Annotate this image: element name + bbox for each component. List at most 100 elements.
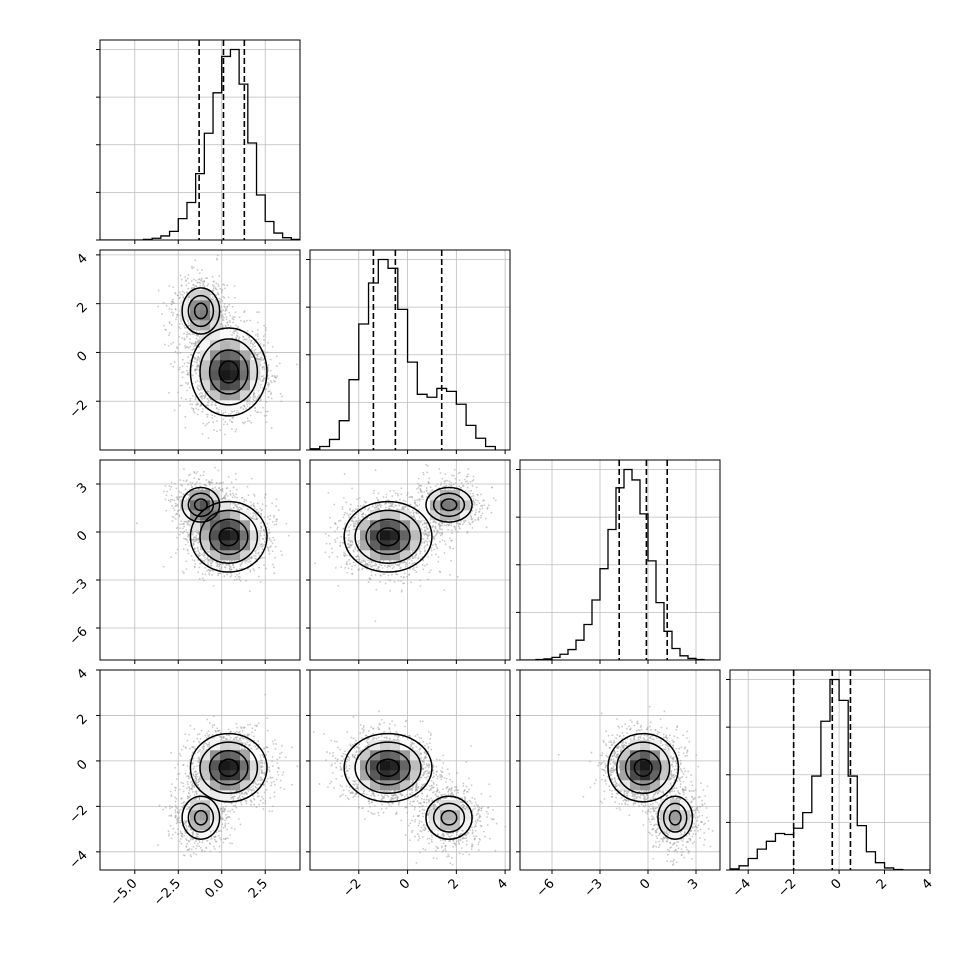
sample-point: [195, 534, 198, 537]
sample-point: [248, 420, 251, 422]
sample-point: [253, 397, 256, 399]
sample-point: [250, 556, 253, 559]
sample-point: [264, 540, 266, 543]
sample-point: [256, 358, 259, 361]
sample-point: [168, 321, 171, 323]
sample-point: [254, 353, 256, 356]
sample-point: [274, 545, 277, 548]
sample-point: [179, 293, 182, 296]
sample-point: [275, 520, 278, 523]
sample-point: [177, 314, 180, 317]
sample-point: [250, 348, 253, 350]
sample-point: [253, 569, 256, 572]
sample-point: [198, 577, 201, 580]
sample-point: [264, 556, 266, 559]
sample-point: [193, 477, 196, 480]
density-cell: [230, 370, 241, 381]
scatter-panel-2-0: −6−303: [67, 459, 301, 664]
sample-point: [202, 474, 205, 477]
sample-point: [243, 310, 246, 313]
sample-point: [192, 533, 194, 536]
sample-point: [225, 492, 228, 495]
sample-point: [220, 291, 223, 294]
sample-point: [192, 410, 195, 412]
sample-point: [168, 285, 171, 287]
sample-point: [249, 569, 252, 572]
sample-point: [183, 332, 185, 335]
sample-point: [157, 289, 160, 292]
sample-point: [162, 301, 165, 304]
sample-point: [247, 561, 250, 563]
sample-point: [227, 296, 230, 299]
sample-point: [197, 278, 200, 281]
sample-point: [275, 505, 278, 508]
sample-point: [261, 366, 264, 369]
density-cell: [210, 300, 221, 311]
sample-point: [255, 399, 258, 402]
sample-point: [186, 479, 188, 482]
sample-point: [186, 320, 189, 323]
sample-point: [198, 357, 201, 360]
sample-point: [219, 287, 222, 290]
sample-point: [199, 474, 202, 477]
sample-point: [249, 414, 252, 417]
sample-point: [202, 554, 205, 557]
sample-point: [194, 368, 197, 371]
histogram-step: [310, 258, 497, 450]
sample-point: [236, 488, 238, 491]
sample-point: [201, 397, 203, 400]
sample-point: [181, 358, 184, 361]
density-cell: [230, 360, 241, 371]
sample-point: [234, 472, 237, 475]
sample-point: [252, 515, 255, 517]
sample-point: [172, 365, 175, 368]
sample-point: [262, 406, 264, 409]
sample-point: [185, 398, 187, 401]
sample-point: [250, 562, 252, 565]
density-cell: [230, 380, 241, 391]
sample-point: [174, 502, 177, 505]
sample-point: [201, 280, 204, 283]
sample-point: [181, 570, 184, 573]
sample-point: [245, 319, 248, 322]
sample-point: [211, 569, 214, 572]
sample-point: [198, 552, 201, 555]
sample-point: [183, 468, 185, 471]
sample-point: [270, 427, 273, 430]
sample-point: [260, 399, 262, 401]
sample-point: [240, 319, 242, 322]
sample-point: [267, 390, 270, 393]
sample-point: [189, 359, 192, 362]
sample-point: [211, 275, 214, 278]
sample-point: [171, 515, 174, 518]
density-cell: [200, 370, 211, 381]
sample-point: [259, 358, 262, 361]
sample-point: [204, 484, 207, 487]
sample-point: [187, 483, 189, 486]
sample-point: [267, 396, 270, 399]
sample-point: [187, 535, 189, 538]
sample-point: [243, 559, 246, 562]
sample-point: [230, 410, 233, 413]
sample-point: [206, 422, 208, 425]
sample-point: [218, 568, 221, 571]
sample-point: [178, 326, 180, 329]
sample-point: [267, 342, 269, 344]
sample-point: [219, 298, 222, 301]
sample-point: [198, 566, 201, 569]
sample-point: [233, 566, 235, 569]
sample-point: [173, 482, 176, 485]
sample-point: [259, 351, 262, 354]
sample-point: [164, 328, 167, 331]
sample-point: [172, 298, 174, 301]
sample-point: [175, 552, 177, 555]
sample-point: [190, 280, 193, 282]
sample-point: [217, 283, 220, 286]
density-cell: [230, 350, 241, 361]
sample-point: [203, 471, 205, 473]
sample-point: [263, 534, 266, 536]
sample-point: [216, 254, 219, 257]
sample-point: [252, 393, 255, 395]
sample-point: [250, 477, 253, 480]
sample-point: [260, 356, 262, 359]
